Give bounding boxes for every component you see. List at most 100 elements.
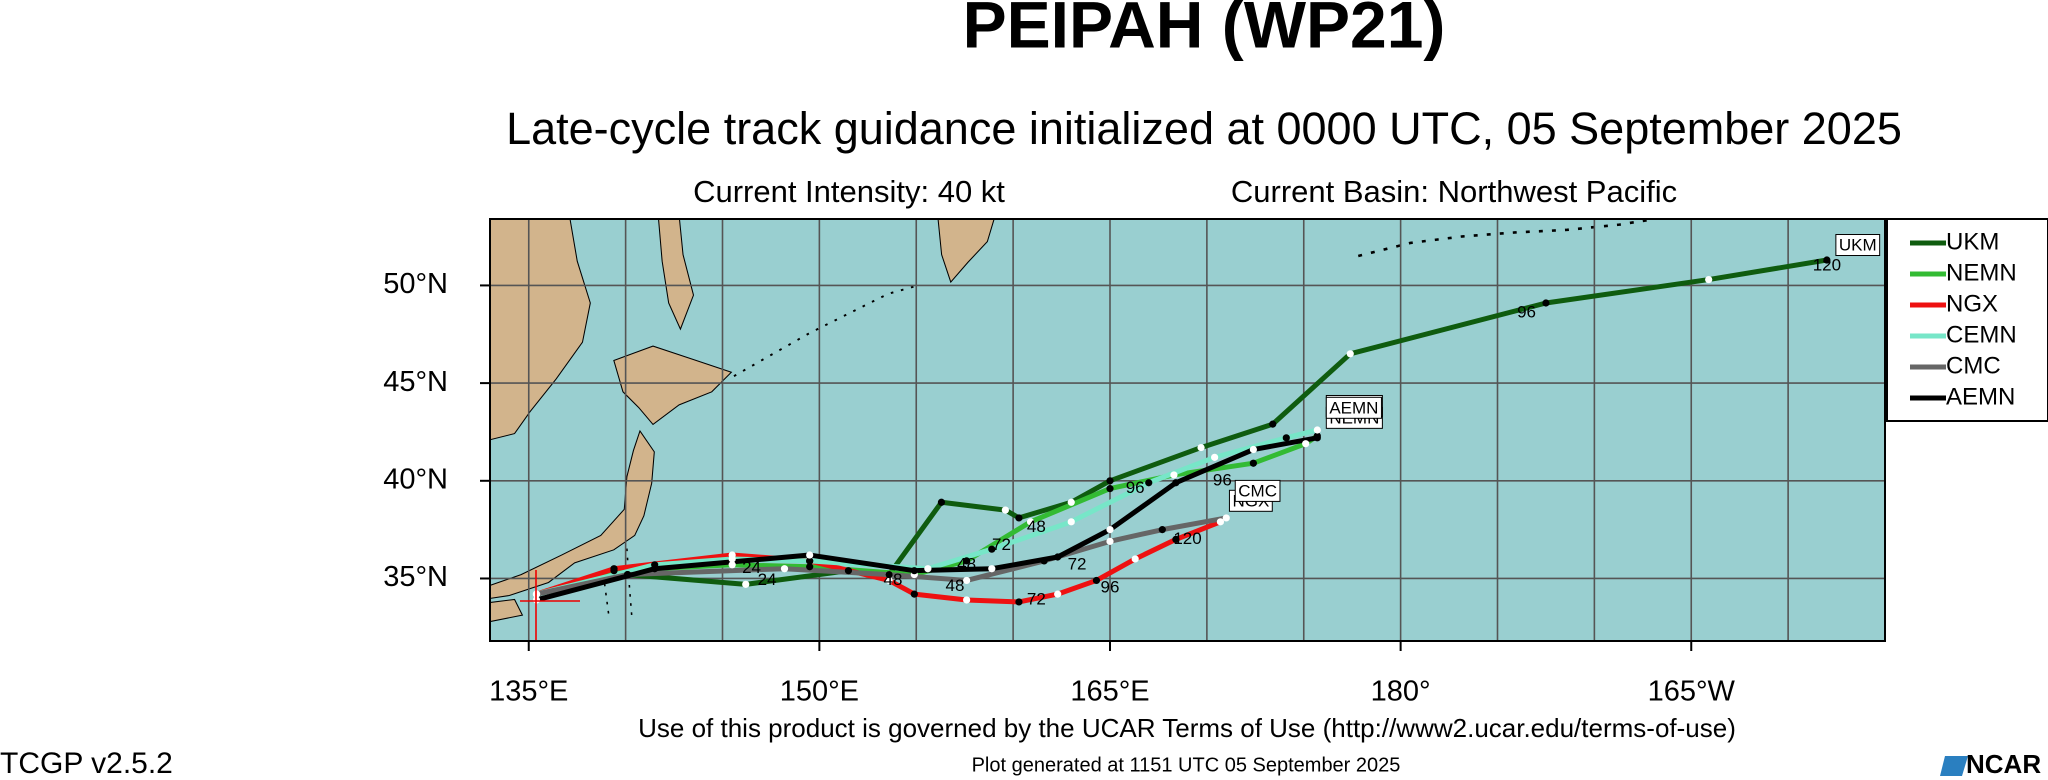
track-point xyxy=(806,551,814,559)
track-point xyxy=(910,567,918,575)
track-end-text: UKM xyxy=(1839,236,1877,255)
track-point xyxy=(780,565,789,573)
track-point xyxy=(1282,434,1290,442)
track-point xyxy=(1106,537,1114,545)
hour-label: 72 xyxy=(1027,589,1046,608)
track-point xyxy=(1249,445,1257,454)
grid xyxy=(490,219,1885,641)
track-point xyxy=(1067,498,1075,506)
axes: 135°E 150°E 165°E 180° 165°W 35°N 40°N 45°N 50°N xyxy=(383,268,1735,708)
track-point xyxy=(1346,350,1354,358)
basin: Current Basin: Northwest Pacific xyxy=(1231,174,1677,209)
x-tick-label: 165°W xyxy=(1648,676,1736,708)
track-point xyxy=(910,590,918,598)
track-point xyxy=(1106,526,1114,534)
chart-title: PEIPAH (WP21) xyxy=(963,0,1446,61)
track-point xyxy=(1542,299,1550,307)
track-point xyxy=(1197,443,1205,452)
hour-label: 96 xyxy=(1517,302,1536,321)
x-tick-label: 165°E xyxy=(1070,676,1149,708)
track-end-box xyxy=(1835,234,1881,257)
track-end-text: CMC xyxy=(1238,481,1277,500)
hour-label: 96 xyxy=(1213,470,1232,489)
track-point xyxy=(988,545,996,553)
hour-label: 72 xyxy=(992,535,1011,554)
chart-subtitle: Late-cycle track guidance initialized at… xyxy=(506,103,1902,154)
track-point xyxy=(806,563,814,571)
track-point xyxy=(1170,471,1178,479)
x-tick-label: 135°E xyxy=(489,676,568,708)
track-point xyxy=(1313,434,1321,442)
track-point xyxy=(1054,590,1062,598)
track-end-box xyxy=(1234,479,1281,502)
generated: Plot generated at 1151 UTC 05 September … xyxy=(972,754,1401,776)
sakhalin xyxy=(658,219,695,331)
track-point xyxy=(1106,477,1114,485)
track-point xyxy=(1302,440,1310,448)
track-point xyxy=(651,565,659,573)
track-point xyxy=(963,557,971,565)
track-point xyxy=(937,498,946,506)
track-end-text: AEMN xyxy=(1329,398,1378,417)
legend-label: AEMN xyxy=(1946,383,2015,410)
land xyxy=(489,219,1653,623)
track-point xyxy=(806,557,814,565)
track-point xyxy=(742,580,750,588)
legend-label: NGX xyxy=(1946,290,1998,317)
track-point xyxy=(1106,485,1114,493)
track-point xyxy=(1040,557,1048,565)
track-point xyxy=(885,570,893,579)
track-line xyxy=(535,257,1828,597)
honshu xyxy=(489,429,655,600)
hour-label: 96 xyxy=(1101,578,1120,597)
hour-label: 120 xyxy=(1173,529,1201,548)
track-point xyxy=(988,565,996,573)
hour-label: 48 xyxy=(946,576,965,595)
track-point xyxy=(1216,518,1225,526)
aleutians xyxy=(1357,219,1653,258)
hour-label: 48 xyxy=(1027,517,1046,536)
track-end-box xyxy=(1325,396,1382,419)
track-point xyxy=(1145,479,1153,487)
track-point xyxy=(1172,535,1180,544)
x-tick-label: 180° xyxy=(1371,676,1431,708)
legend-label: UKM xyxy=(1946,228,1999,255)
izu-islands xyxy=(602,548,633,621)
intensity: Current Intensity: 40 kt xyxy=(693,174,1005,209)
y-tick-label: 40°N xyxy=(383,463,448,495)
track-point xyxy=(1026,518,1035,526)
y-tick-label: 35°N xyxy=(383,561,448,593)
track-point xyxy=(844,567,853,575)
track-end-label: CMC xyxy=(1234,479,1281,502)
track-point xyxy=(1158,526,1166,534)
logo: NCAR xyxy=(1966,749,2041,779)
hour-label: 24 xyxy=(758,570,777,589)
track-point xyxy=(963,576,971,585)
track-point xyxy=(1249,459,1257,467)
y-tick-label: 50°N xyxy=(383,268,448,300)
track-point xyxy=(1015,514,1023,522)
track-point xyxy=(1211,453,1219,461)
track-point xyxy=(1001,506,1009,514)
y-tick-label: 45°N xyxy=(383,366,448,398)
track-point xyxy=(1313,426,1321,434)
hour-label: 24 xyxy=(742,558,761,577)
hour-label: 96 xyxy=(1126,478,1145,497)
track-point xyxy=(963,596,971,604)
track-end-label: AEMN xyxy=(1325,396,1382,419)
track-point xyxy=(1067,518,1075,526)
track-point xyxy=(1222,514,1230,522)
x-tick-label: 150°E xyxy=(780,676,859,708)
legend-label: CMC xyxy=(1946,352,2001,379)
track-point xyxy=(1705,275,1713,284)
hour-label: 48 xyxy=(884,570,903,589)
hokkaido xyxy=(613,345,733,426)
track-end-label: UKM xyxy=(1835,234,1881,257)
track-point xyxy=(1269,420,1277,428)
hour-label: 48 xyxy=(957,554,976,573)
track-point xyxy=(1092,576,1101,585)
track-point xyxy=(728,555,736,563)
